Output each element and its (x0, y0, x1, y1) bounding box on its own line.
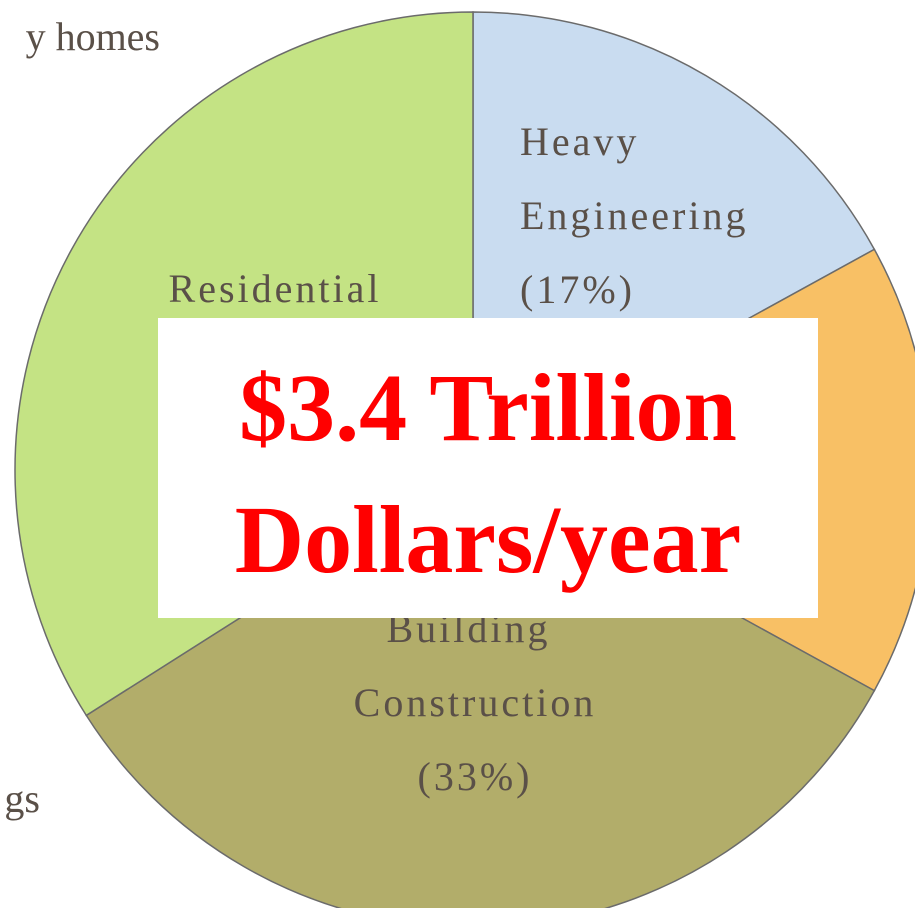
slice-value-label: (33%) (418, 754, 533, 799)
pie-slice (85, 469, 876, 908)
callout-line: Dollars/year (235, 486, 742, 593)
annotation: y homes (26, 14, 160, 59)
annotation: gs (4, 776, 40, 821)
slice-value-label: (17%) (520, 267, 635, 312)
slice-label: Residential (169, 266, 382, 311)
callout-box (158, 318, 818, 618)
callout-line: $3.4 Trillion (239, 354, 737, 461)
slice-label: Heavy Engineering (520, 119, 749, 238)
